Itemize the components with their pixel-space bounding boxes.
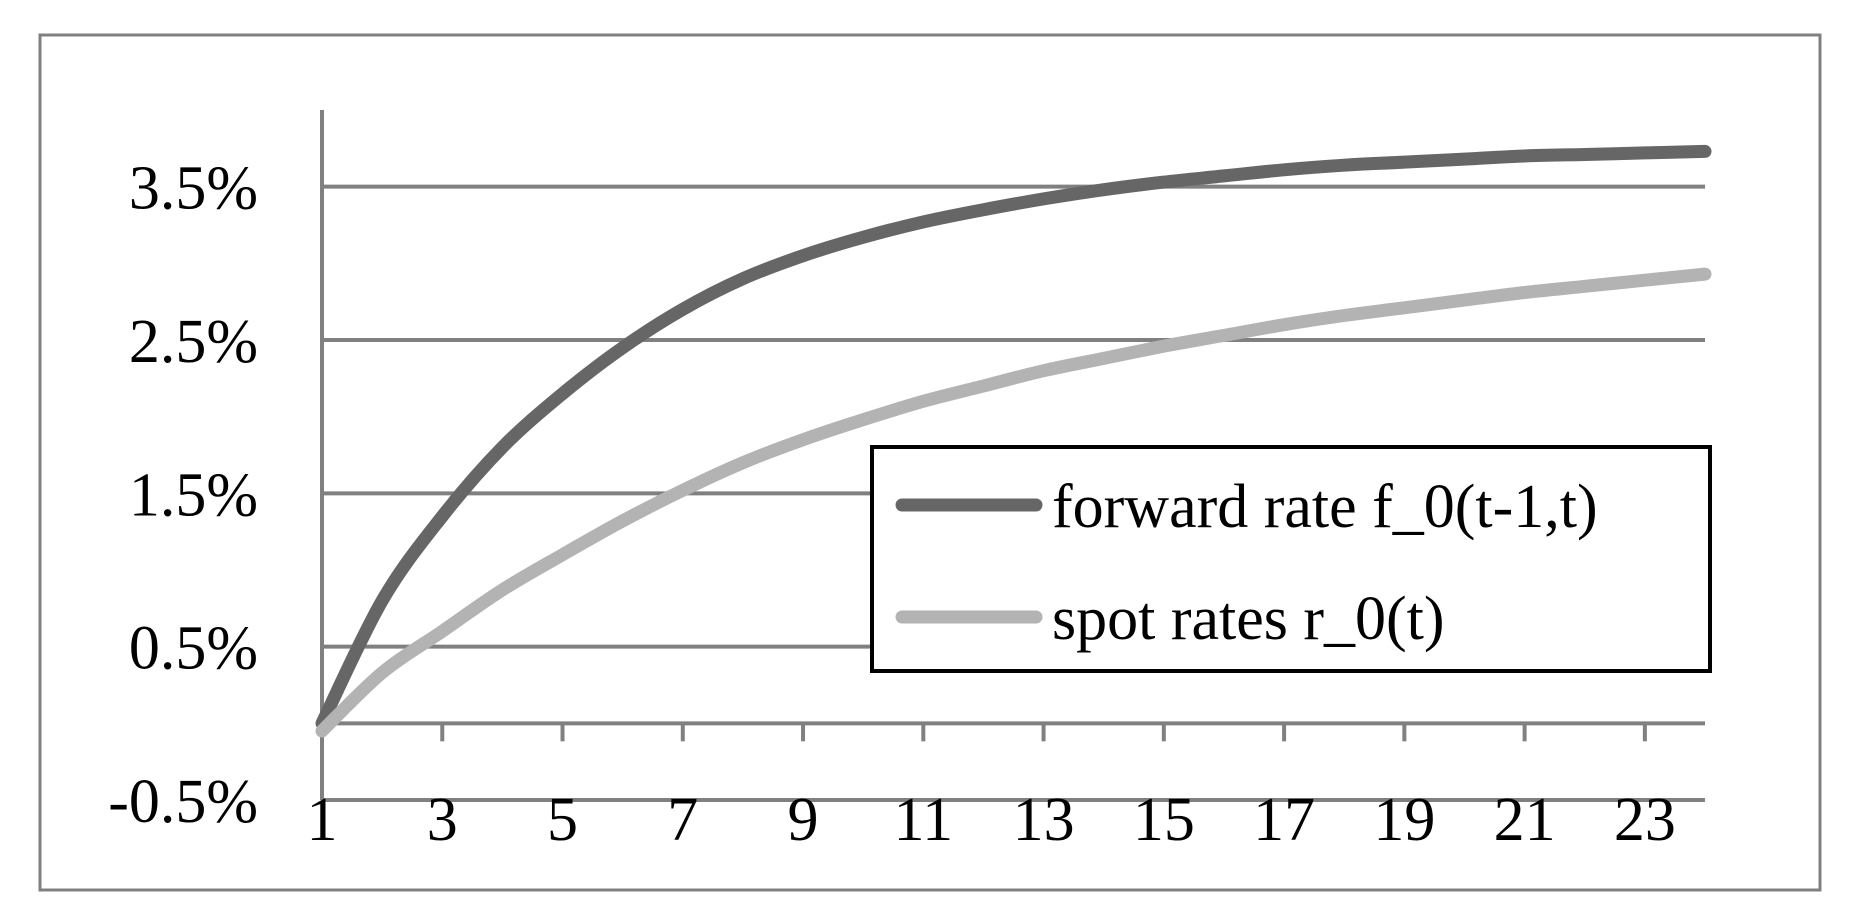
x-tick-label: 21: [1494, 786, 1556, 854]
tick-labels: -0.5%0.5%1.5%2.5%3.5%1 3 5 7 9 11 13 15 17 19 21 23: [108, 155, 1676, 854]
y-tick-label: 0.5%: [129, 615, 258, 683]
legend-box: [870, 445, 1712, 673]
y-tick-label: 2.5%: [129, 308, 258, 376]
x-tick-label: 19: [1373, 786, 1435, 854]
legend: forward rate f_0(t-1,t)spot rates r_0(t): [870, 445, 1712, 673]
x-tick-label: 15: [1133, 786, 1195, 854]
y-tick-label: -0.5%: [108, 768, 258, 836]
y-tick-label: 1.5%: [129, 461, 258, 529]
x-tick-label: 3: [427, 786, 458, 854]
legend-entry: forward rate f_0(t-1,t): [1052, 473, 1598, 541]
series-lines: [315, 144, 1712, 738]
x-tick-label: 13: [1013, 786, 1075, 854]
x-tick-label: 9: [788, 786, 819, 854]
x-tick-label: 23: [1614, 786, 1676, 854]
legend-entry: spot rates r_0(t): [1052, 585, 1445, 653]
x-tick-label: 11: [893, 786, 953, 854]
x-tick-label: 17: [1253, 786, 1315, 854]
y-tick-label: 3.5%: [129, 155, 258, 223]
x-tick-label: 5: [547, 786, 578, 854]
series-line-spot-rates: [315, 267, 1712, 738]
x-tick-label: 1: [307, 786, 338, 854]
axes: [320, 110, 1705, 800]
x-tick-label: 7: [667, 786, 698, 854]
series-line-forward-rate: [315, 144, 1712, 730]
